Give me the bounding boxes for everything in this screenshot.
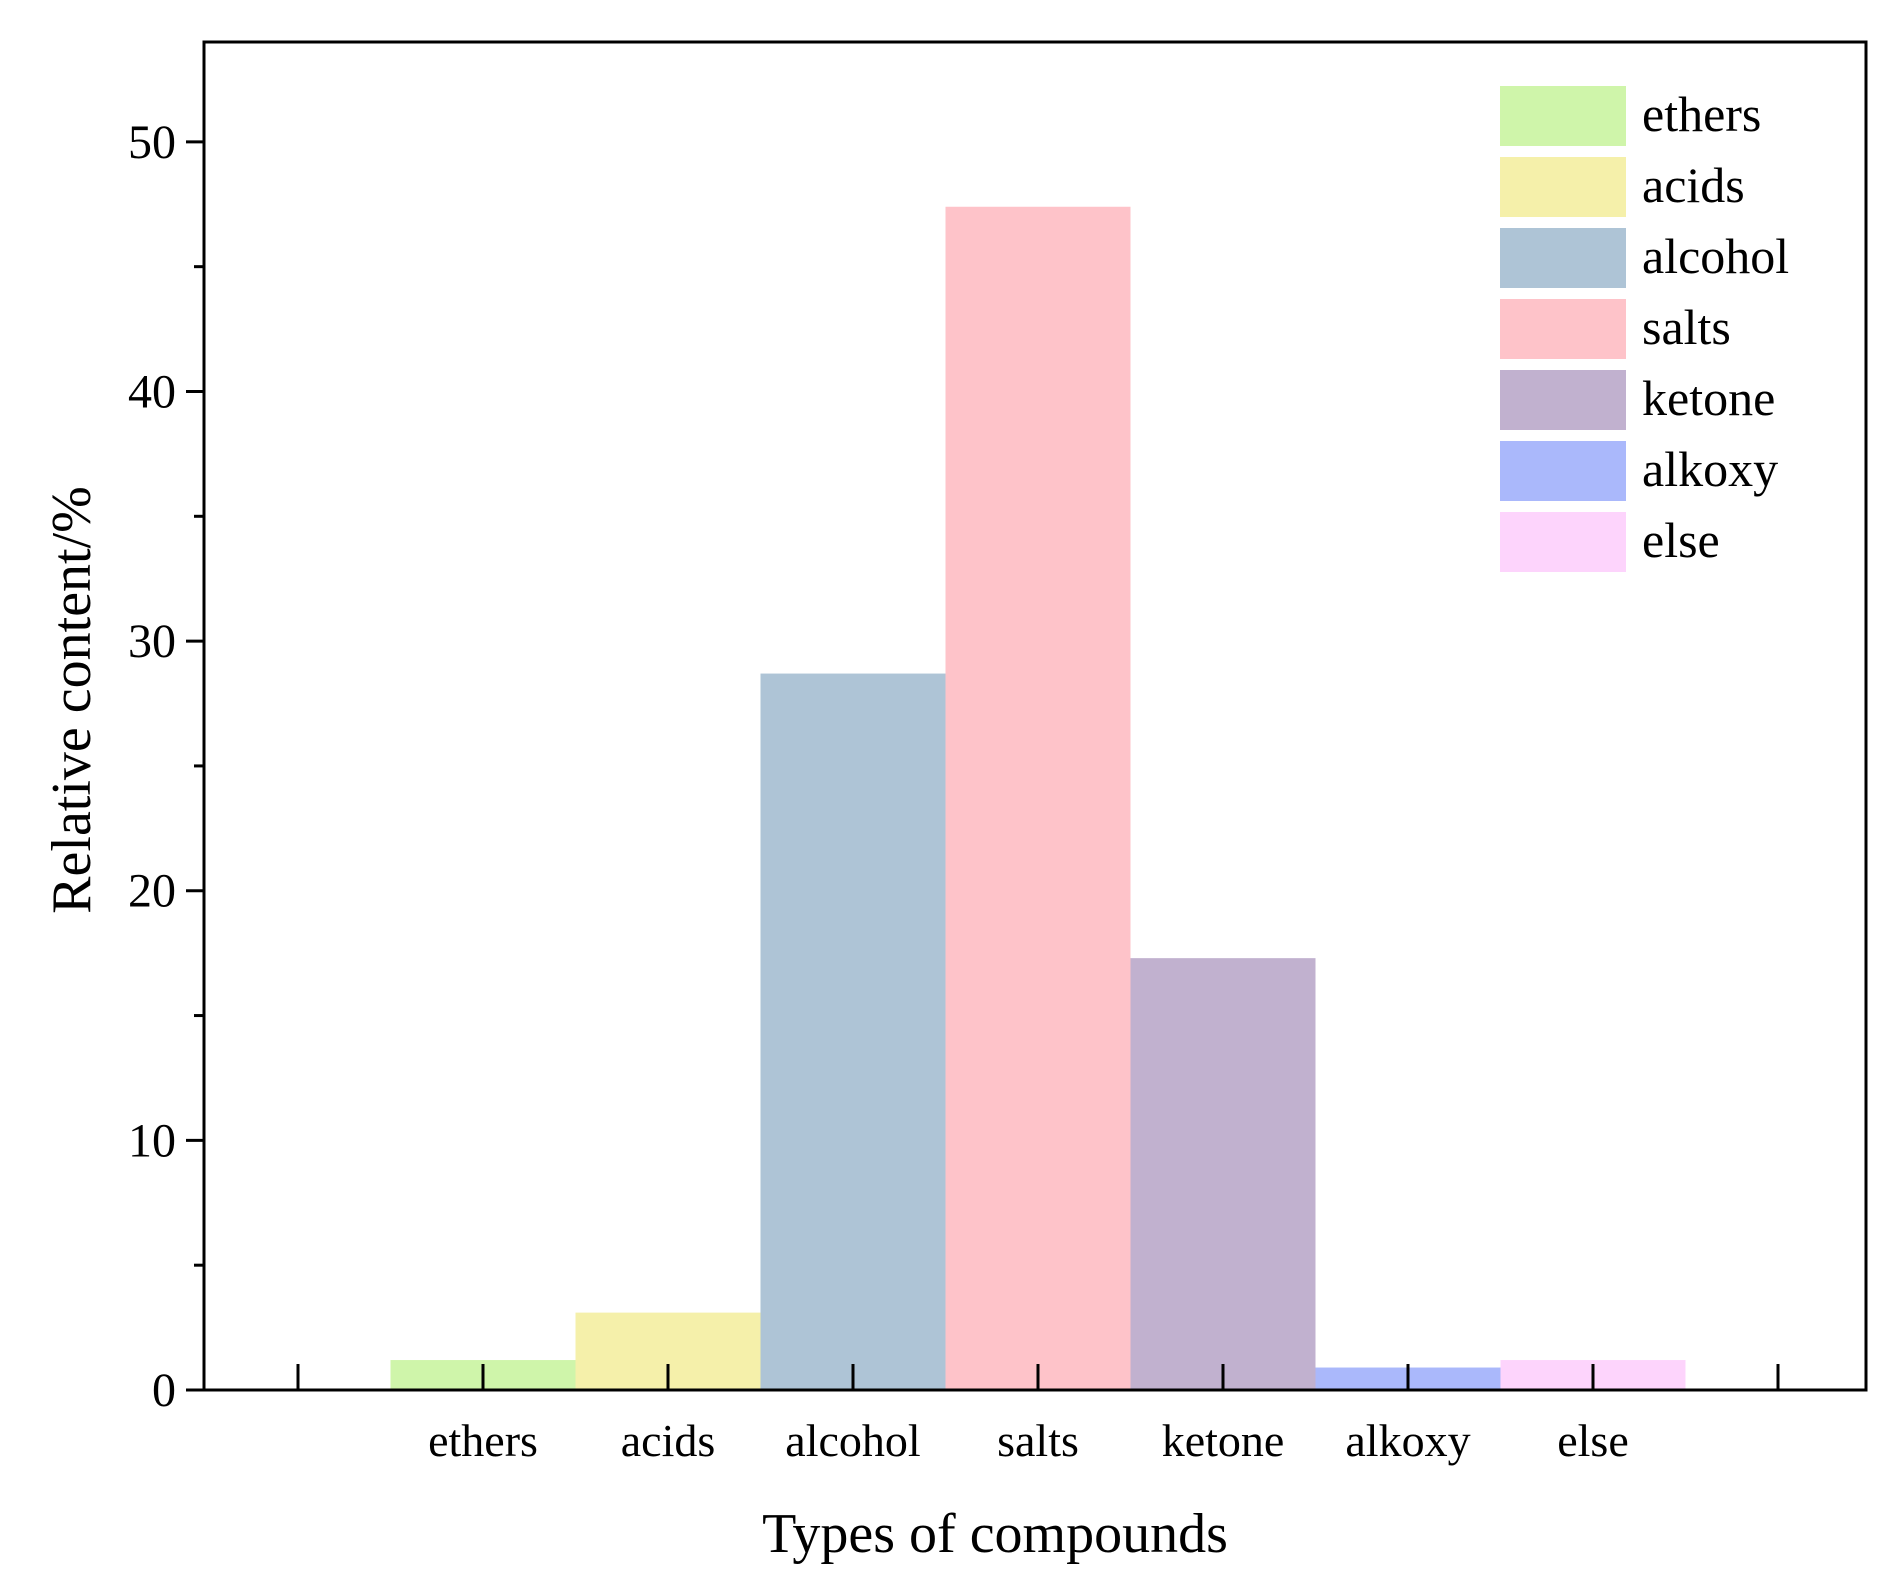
- bar-ketone: [1130, 958, 1316, 1390]
- legend-swatch-else: [1500, 512, 1626, 572]
- x-tick-labels: ethers acids alcohol salts ketone alkoxy else: [428, 1415, 1629, 1466]
- legend-swatch-alcohol: [1500, 228, 1626, 288]
- y-tick-label-10: 10: [128, 1114, 176, 1167]
- legend: ethers acids alcohol salts ketone alkoxy else: [1500, 86, 1789, 572]
- legend-label-else: else: [1642, 512, 1720, 568]
- bars-layer: [390, 206, 1686, 1390]
- legend-label-salts: salts: [1642, 299, 1731, 355]
- x-tick-label-else: else: [1557, 1415, 1629, 1466]
- y-tick-label-0: 0: [152, 1364, 176, 1417]
- x-tick-label-ketone: ketone: [1162, 1415, 1285, 1466]
- x-axis-title: Types of compounds: [762, 1503, 1228, 1565]
- y-tick-label-30: 30: [128, 615, 176, 668]
- x-tick-label-ethers: ethers: [428, 1415, 538, 1466]
- legend-swatch-acids: [1500, 157, 1626, 217]
- y-tick-label-20: 20: [128, 865, 176, 918]
- x-tick-label-acids: acids: [621, 1415, 716, 1466]
- legend-swatch-salts: [1500, 299, 1626, 359]
- y-tick-label-40: 40: [128, 365, 176, 418]
- legend-label-alcohol: alcohol: [1642, 228, 1789, 284]
- plot-frame: [202, 40, 1868, 1392]
- y-tick-label-50: 50: [128, 116, 176, 169]
- bar-salts: [945, 206, 1131, 1390]
- legend-swatch-alkoxy: [1500, 441, 1626, 501]
- x-tick-label-alkoxy: alkoxy: [1345, 1415, 1470, 1466]
- legend-label-ketone: ketone: [1642, 370, 1775, 426]
- ticks-layer: [186, 140, 1780, 1392]
- x-tick-label-alcohol: alcohol: [785, 1415, 920, 1466]
- y-axis-title: Relative content/%: [41, 486, 103, 914]
- x-tick-label-salts: salts: [997, 1415, 1079, 1466]
- legend-swatch-ethers: [1500, 86, 1626, 146]
- y-tick-labels: 0 10 20 30 40 50: [128, 116, 176, 1417]
- legend-swatch-ketone: [1500, 370, 1626, 430]
- bar-alcohol: [760, 673, 946, 1390]
- legend-label-alkoxy: alkoxy: [1642, 441, 1778, 497]
- legend-label-acids: acids: [1642, 157, 1745, 213]
- legend-label-ethers: ethers: [1642, 86, 1761, 142]
